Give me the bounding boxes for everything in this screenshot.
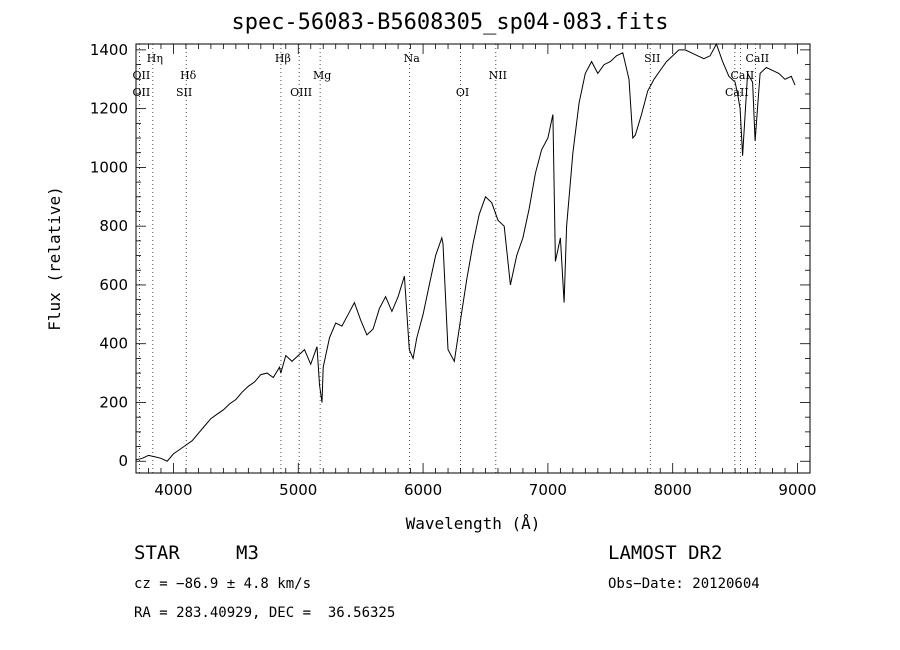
coordinates: RA = 283.40929, DEC = 36.56325 — [134, 605, 396, 621]
y-tick-label: 400 — [99, 335, 128, 353]
line-label: Mg — [313, 69, 331, 82]
x-tick-label: 5000 — [279, 481, 317, 499]
x-tick-label: 9000 — [778, 481, 816, 499]
line-label: OIII — [290, 86, 312, 99]
line-label: CaII — [731, 69, 755, 82]
spectrum-line — [135, 42, 796, 462]
y-tick-label: 1200 — [90, 100, 128, 118]
x-tick-label: 7000 — [529, 481, 567, 499]
x-axis-label: Wavelength (Å) — [406, 514, 541, 533]
y-tick-label: 1000 — [90, 158, 128, 176]
line-label: OI — [456, 86, 469, 99]
redshift-cz: cz = −86.9 ± 4.8 km/s — [134, 576, 312, 592]
line-label: Na — [404, 52, 421, 65]
line-label: SII — [644, 52, 660, 65]
survey-name: LAMOST DR2 — [608, 542, 723, 564]
y-tick-label: 800 — [99, 217, 128, 235]
y-tick-label: 600 — [99, 276, 128, 294]
object-type: STAR — [134, 542, 180, 564]
plot-frame — [135, 43, 811, 474]
line-label: SII — [176, 86, 192, 99]
chart-title: spec-56083-B5608305_sp04-083.fits — [231, 10, 669, 35]
x-tick-label: 8000 — [654, 481, 692, 499]
line-label: Hβ — [275, 52, 291, 65]
x-tick-label: 6000 — [404, 481, 442, 499]
line-label: OII — [133, 86, 151, 99]
line-label: OII — [133, 69, 151, 82]
y-tick-label: 0 — [118, 452, 128, 470]
object-subclass: M3 — [236, 542, 259, 564]
x-tick-label: 4000 — [154, 481, 192, 499]
line-label: CaII — [745, 52, 769, 65]
line-label: Hδ — [180, 69, 197, 82]
line-label: CaII — [725, 86, 749, 99]
line-label: NII — [489, 69, 507, 82]
y-axis-label: Flux (relative) — [45, 186, 64, 331]
obs-date: Obs−Date: 20120604 — [608, 576, 760, 592]
y-tick-label: 200 — [99, 393, 128, 411]
line-label: Hη — [147, 52, 163, 65]
y-tick-label: 1400 — [90, 41, 128, 59]
